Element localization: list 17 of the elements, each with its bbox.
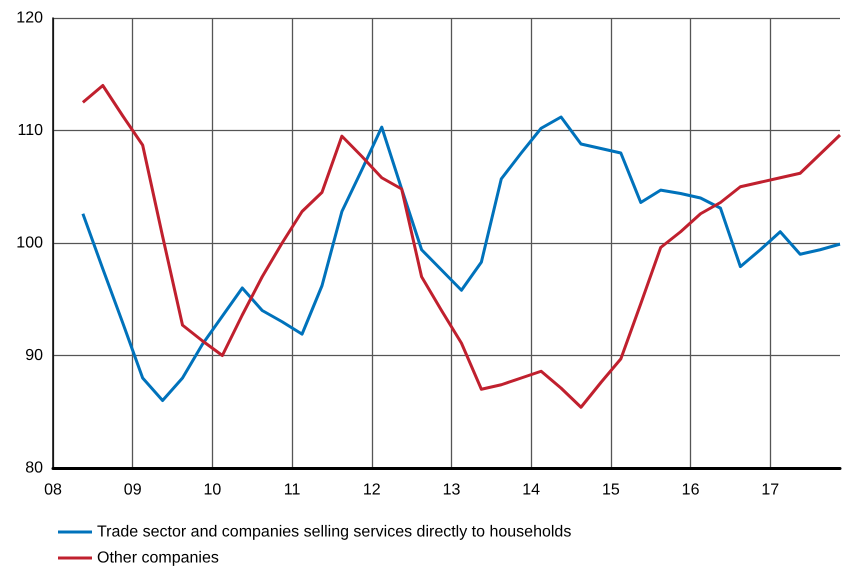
x-tick-label: 16 (682, 482, 700, 498)
legend-label: Other companies (97, 550, 219, 566)
x-tick-label: 08 (44, 482, 62, 498)
y-tick-label: 120 (16, 10, 44, 26)
x-tick-label: 09 (124, 482, 142, 498)
x-tick-label: 10 (203, 482, 222, 498)
x-tick-label: 12 (362, 482, 381, 498)
y-tick-label: 90 (25, 347, 44, 364)
y-tick-label: 80 (25, 460, 44, 476)
x-tick-label: 17 (761, 482, 780, 498)
x-tick-label: 14 (522, 482, 540, 498)
y-tick-label: 110 (17, 122, 44, 139)
legend-label: Trade sector and companies selling services directly to households (97, 524, 572, 540)
x-tick-label: 13 (442, 482, 460, 498)
x-tick-label: 11 (284, 482, 300, 498)
x-tick-label: 15 (602, 482, 620, 498)
y-tick-label: 100 (16, 234, 44, 252)
